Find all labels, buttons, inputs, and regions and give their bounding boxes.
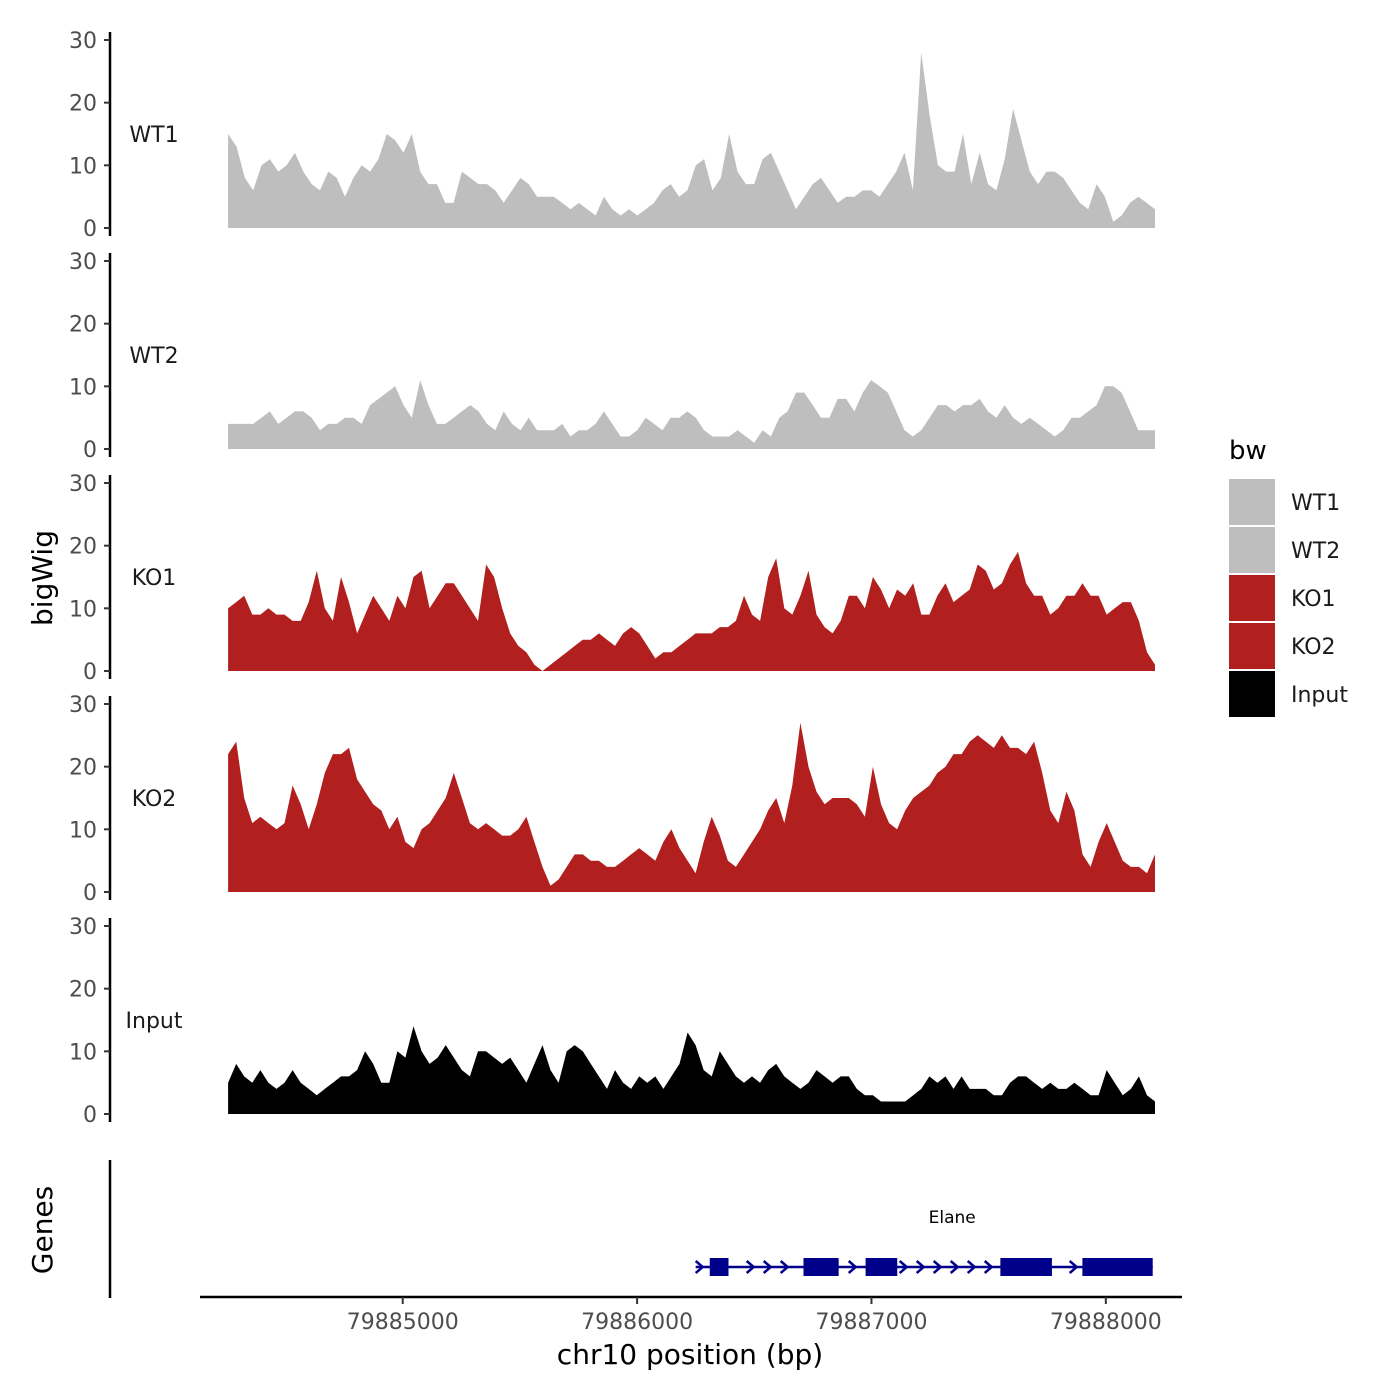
y-tick-label: 10 xyxy=(69,375,97,400)
x-axis-title: chr10 position (bp) xyxy=(557,1338,823,1371)
track-wt2: 0 10 20 30 WT2 xyxy=(69,250,1156,463)
gene-exon xyxy=(709,1258,729,1276)
strand-chevron xyxy=(898,1260,909,1274)
y-tick-label: 20 xyxy=(69,92,97,117)
signal-area-wt1 xyxy=(228,52,1156,228)
y-tick-label: 0 xyxy=(83,438,97,463)
y-tick-label: 20 xyxy=(69,313,97,338)
y-tick-label: 30 xyxy=(69,29,97,54)
gene-name-label: Elane xyxy=(929,1208,976,1228)
x-tick-label: 79885000 xyxy=(347,1310,459,1335)
strand-chevron xyxy=(762,1260,773,1274)
legend-label-ko1: KO1 xyxy=(1291,587,1336,612)
legend-swatch-wt1 xyxy=(1229,479,1275,525)
legend-swatch-ko1 xyxy=(1229,575,1275,621)
legend-label-wt1: WT1 xyxy=(1291,491,1340,516)
y-tick-label: 30 xyxy=(69,472,97,497)
track-label: Input xyxy=(126,1009,183,1034)
gene-exon xyxy=(865,1258,898,1276)
signal-area-ko1 xyxy=(228,551,1156,671)
signal-area-wt2 xyxy=(228,380,1156,449)
strand-chevron xyxy=(779,1260,790,1274)
gene-exon xyxy=(1082,1258,1153,1276)
y-tick-label: 10 xyxy=(69,1040,97,1065)
y-tick-label: 0 xyxy=(83,217,97,242)
track-label: KO1 xyxy=(132,566,177,591)
track-label: WT1 xyxy=(129,123,178,148)
y-tick-label: 0 xyxy=(83,881,97,906)
strand-chevron xyxy=(745,1260,756,1274)
y-tick-label: 20 xyxy=(69,535,97,560)
track-ko1: 0 10 20 30 KO1 xyxy=(69,472,1156,685)
track-ko2: 0 10 20 30 KO2 xyxy=(69,693,1156,906)
x-tick-label: 79886000 xyxy=(581,1310,693,1335)
y-tick-label: 0 xyxy=(83,660,97,685)
gene-exon xyxy=(803,1258,839,1276)
signal-area-ko2 xyxy=(228,722,1156,892)
y-tick-label: 10 xyxy=(69,597,97,622)
strand-chevron xyxy=(1068,1260,1079,1274)
strand-chevron xyxy=(694,1260,705,1274)
x-tick-label: 79887000 xyxy=(815,1310,927,1335)
strand-chevron xyxy=(966,1260,977,1274)
legend-label-input: Input xyxy=(1291,683,1348,708)
legend-swatch-wt2 xyxy=(1229,527,1275,573)
legend-swatch-input xyxy=(1229,671,1275,717)
genes-axis-title: Genes xyxy=(26,1186,59,1274)
gene-track: Elane xyxy=(108,1160,1153,1298)
legend-label-wt2: WT2 xyxy=(1291,539,1340,564)
track-wt1: 0 10 20 30 WT1 xyxy=(69,29,1156,242)
track-label: WT2 xyxy=(129,344,178,369)
strand-chevron xyxy=(932,1260,943,1274)
bigwig-tracks: 0 10 20 30 WT1 0 10 20 30 WT2 0 10 20 30 KO1 0 10 20 30 KO2… xyxy=(69,29,1156,1128)
strand-chevron xyxy=(949,1260,960,1274)
track-label: KO2 xyxy=(132,787,177,812)
legend: bw WT1 WT2 KO1 KO2 Input xyxy=(1229,436,1348,717)
legend-label-ko2: KO2 xyxy=(1291,635,1336,660)
y-tick-label: 30 xyxy=(69,915,97,940)
y-axis-title: bigWig xyxy=(26,530,59,626)
legend-swatch-ko2 xyxy=(1229,623,1275,669)
x-axis: 79885000 79886000 79887000 79888000 xyxy=(200,1295,1182,1335)
y-tick-label: 20 xyxy=(69,756,97,781)
gene-exon xyxy=(1000,1258,1052,1276)
y-tick-label: 20 xyxy=(69,978,97,1003)
y-tick-label: 10 xyxy=(69,154,97,179)
strand-chevron xyxy=(915,1260,926,1274)
y-tick-label: 30 xyxy=(69,693,97,718)
strand-chevron xyxy=(847,1260,858,1274)
track-input: 0 10 20 30 Input xyxy=(69,915,1156,1128)
legend-title: bw xyxy=(1229,436,1267,466)
x-tick-label: 79888000 xyxy=(1050,1310,1162,1335)
signal-area-input xyxy=(228,1026,1156,1114)
y-tick-label: 10 xyxy=(69,818,97,843)
strand-chevron xyxy=(983,1260,994,1274)
y-tick-label: 0 xyxy=(83,1103,97,1128)
y-tick-label: 30 xyxy=(69,250,97,275)
